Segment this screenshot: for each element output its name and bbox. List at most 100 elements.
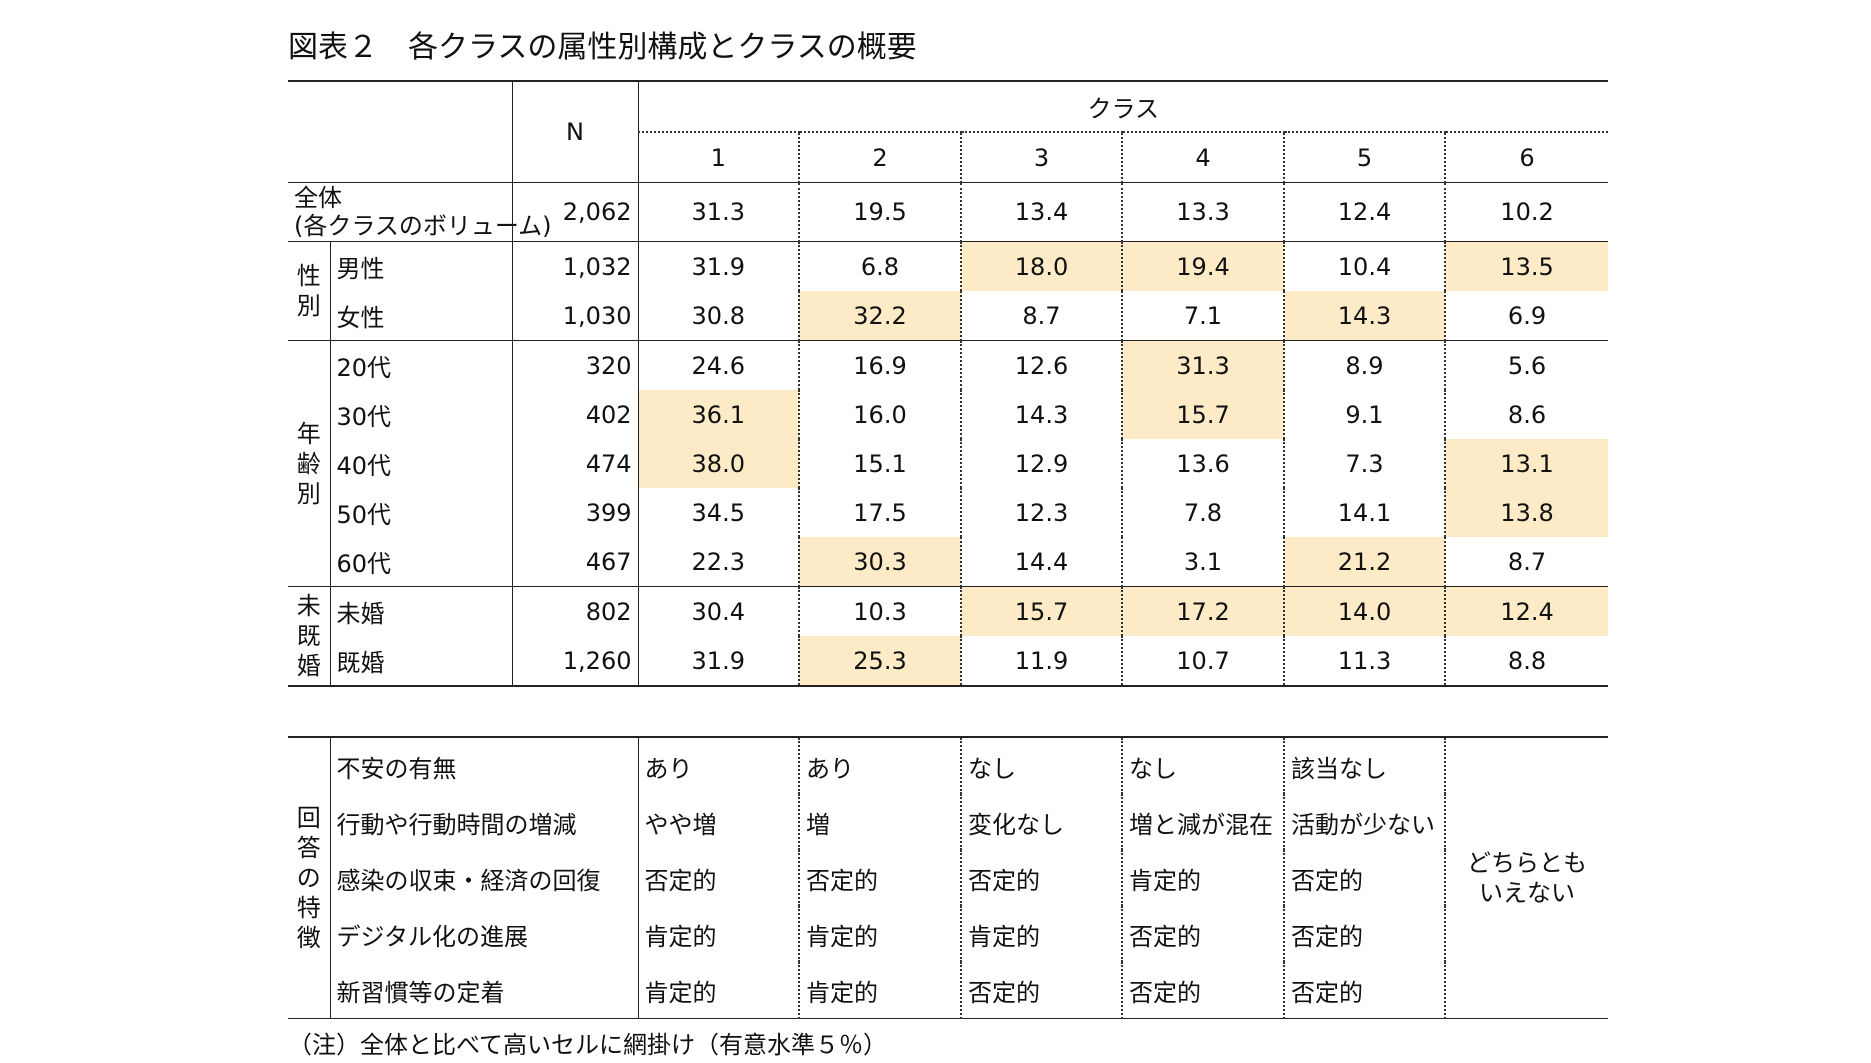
row-class-2-value: 16.0 [798, 390, 961, 439]
header-n: N [511, 80, 638, 183]
row-class-3-value: 14.4 [960, 537, 1122, 587]
table-row: 女性 1,030 30.8 32.2 8.7 7.1 14.3 6.9 [288, 291, 1609, 341]
response-class-5-value: 否定的 [1283, 906, 1445, 962]
header-blank [288, 80, 512, 183]
row-label: 既婚 [329, 636, 512, 687]
row-class-4-value: 17.2 [1121, 586, 1284, 636]
row-class-5-value: 10.4 [1283, 241, 1445, 291]
overall-label-line1: 全体 [294, 184, 342, 212]
row-class-3-value: 12.9 [960, 439, 1122, 488]
class6-line1: どちらとも [1467, 849, 1588, 877]
row-class-5-value: 14.0 [1283, 586, 1445, 636]
overall-label-line2: (各クラスのボリューム) [294, 212, 552, 240]
row-label: 女性 [329, 291, 512, 341]
row-class-3-value: 14.3 [960, 390, 1122, 439]
row-class-4-value: 15.7 [1121, 390, 1284, 439]
response-row: 感染の収束・経済の回復 否定的 否定的 否定的 肯定的 否定的 [288, 850, 1608, 906]
response-label: 行動や行動時間の増減 [329, 794, 638, 850]
row-class-5-value: 14.3 [1283, 291, 1445, 341]
row-class-3-value: 11.9 [960, 636, 1122, 687]
response-class-5-value: 否定的 [1283, 962, 1445, 1019]
response-class-1-value: 否定的 [637, 850, 799, 906]
response-class-1-value: やや増 [637, 794, 799, 850]
response-class-6-value: どちらとも いえない [1443, 737, 1609, 1019]
row-class-2-value: 16.9 [798, 340, 961, 390]
row-n: 1,030 [511, 291, 638, 341]
row-class-3-value: 12.3 [960, 488, 1122, 537]
row-class-6-value: 6.9 [1443, 291, 1609, 341]
row-class-5-value: 11.3 [1283, 636, 1445, 687]
header-class-label: クラス [637, 80, 1609, 132]
response-class-4-value: 否定的 [1121, 962, 1284, 1019]
table-gap [288, 686, 1609, 738]
row-class-5-value: 21.2 [1283, 537, 1445, 587]
row-class-5-value: 9.1 [1283, 390, 1445, 439]
header-class-6: 6 [1443, 131, 1609, 183]
table-row: 60代 467 22.3 30.3 14.4 3.1 21.2 8.7 [288, 537, 1609, 587]
table-row: 40代 474 38.0 15.1 12.9 13.6 7.3 13.1 [288, 439, 1609, 488]
row-class-4-value: 19.4 [1121, 241, 1284, 291]
response-row: デジタル化の進展 肯定的 肯定的 肯定的 否定的 否定的 [288, 906, 1608, 962]
overall-class-3-value: 13.4 [960, 182, 1122, 242]
row-class-4-value: 3.1 [1121, 537, 1284, 587]
row-n: 1,260 [511, 636, 638, 687]
response-class-3-value: 肯定的 [960, 906, 1122, 962]
row-n: 474 [511, 439, 638, 488]
class6-line2: いえない [1479, 879, 1576, 907]
row-class-4-value: 13.6 [1121, 439, 1284, 488]
response-row: 行動や行動時間の増減 やや増増変化なし 増と減が混在 活動が少ない [288, 794, 1608, 850]
response-class-3-value: なし [960, 737, 1122, 794]
row-n: 320 [511, 340, 638, 390]
category-text: 性別 [296, 262, 321, 320]
response-class-4-value: なし [1121, 737, 1284, 794]
response-label: デジタル化の進展 [329, 906, 638, 962]
response-category-label: 回答の特徴 [288, 737, 330, 1019]
row-class-6-value: 13.5 [1443, 241, 1609, 291]
response-class-2-value: 否定的 [798, 850, 961, 906]
header-class-3: 3 [960, 131, 1122, 183]
gap-cell [288, 686, 1609, 738]
table-row: 年齢別 20代 320 24.6 16.9 12.6 31.3 8.9 5.6 [288, 340, 1609, 587]
row-class-5-value: 7.3 [1283, 439, 1445, 488]
header-row-class: N クラス [288, 80, 1609, 183]
row-n: 402 [511, 390, 638, 439]
overall-class-6-value: 10.2 [1443, 182, 1609, 242]
overall-label: 全体 (各クラスのボリューム) [288, 183, 552, 242]
row-class-1-value: 38.0 [637, 439, 799, 488]
row-n: 1,032 [511, 241, 638, 291]
category-label: 未既婚 [288, 586, 330, 687]
category-label: 性別 [288, 241, 330, 341]
row-class-2-value: 32.2 [798, 291, 961, 341]
row-class-2-value: 30.3 [798, 537, 961, 587]
response-row: 回答の特徴 不安の有無 あり あり なし なし 該当なし どちらとも いえない [288, 737, 1609, 1019]
row-label: 男性 [329, 241, 512, 291]
response-class-2-value: 肯定的 [798, 962, 961, 1019]
response-class-4-value: 否定的 [1121, 906, 1284, 962]
overall-row: 全体 (各クラスのボリューム) 2,062 31.3 19.5 13.4 13.3 12.4 1… [288, 182, 1609, 242]
row-class-6-value: 13.8 [1443, 488, 1609, 537]
row-class-1-value: 34.5 [637, 488, 799, 537]
table-note: （注）全体と比べて高いセルに網掛け（有意水準５％） [288, 1031, 888, 1059]
response-class-4-value: 肯定的 [1121, 850, 1284, 906]
category-label: 年齢別 [288, 340, 330, 587]
row-class-6-value: 13.1 [1443, 439, 1609, 488]
row-label: 20代 [329, 340, 512, 390]
row-class-2-value: 10.3 [798, 586, 961, 636]
row-class-6-value: 8.7 [1443, 537, 1609, 587]
row-class-6-value: 5.6 [1443, 340, 1609, 390]
row-class-6-value: 12.4 [1443, 586, 1609, 636]
response-class-2-value: 肯定的 [798, 906, 961, 962]
response-class-1-value: 肯定的 [637, 906, 799, 962]
row-class-1-value: 36.1 [637, 390, 799, 439]
row-class-1-value: 31.9 [637, 636, 799, 687]
response-row: 新習慣等の定着 肯定的 肯定的 否定的 否定的 否定的 [288, 962, 1608, 1019]
overall-class-1-value: 31.3 [637, 182, 799, 242]
table-row: 30代 402 36.1 16.0 14.3 15.7 9.1 8.6 [288, 390, 1609, 439]
overall-class-2-value: 19.5 [798, 182, 961, 242]
overall-n: 2,062 [511, 182, 638, 242]
header-class-1: 1 [637, 131, 799, 183]
table-row: 未既婚 未婚 802 30.4 10.3 15.7 17.2 14.0 12.4 [288, 586, 1609, 687]
